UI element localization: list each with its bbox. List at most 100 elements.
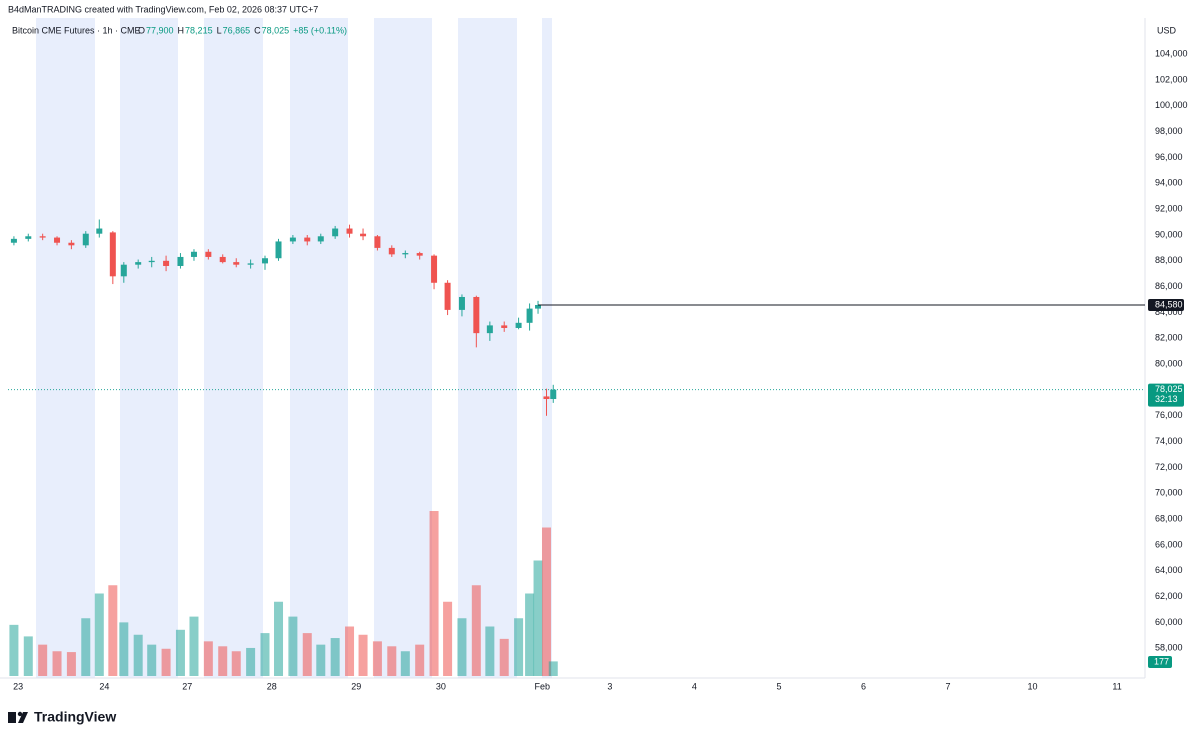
session-band bbox=[36, 18, 95, 678]
volume-bar bbox=[189, 616, 199, 676]
candle-body bbox=[233, 262, 240, 265]
volume-bar bbox=[429, 511, 439, 676]
y-tick-label: 58,000 bbox=[1155, 643, 1183, 653]
x-tick-label: 7 bbox=[946, 681, 951, 691]
candle-body bbox=[177, 256, 184, 266]
volume-label-box bbox=[1148, 656, 1172, 668]
y-tick-label: 94,000 bbox=[1155, 178, 1183, 188]
candle-body bbox=[148, 260, 155, 263]
candle-body bbox=[247, 263, 254, 265]
price-label-box bbox=[1148, 383, 1184, 407]
x-tick-label: 28 bbox=[267, 681, 277, 691]
y-tick-label: 86,000 bbox=[1155, 281, 1183, 291]
volume-bar bbox=[372, 641, 382, 676]
x-tick-label: 29 bbox=[351, 681, 361, 691]
ohlc-key: O bbox=[138, 25, 145, 35]
x-tick-label: 11 bbox=[1112, 681, 1121, 691]
countdown: 32:13 bbox=[1155, 394, 1178, 404]
volume-bar bbox=[81, 618, 91, 676]
y-tick-label: 92,000 bbox=[1155, 204, 1183, 214]
candle-body bbox=[304, 237, 311, 242]
y-tick-label: 62,000 bbox=[1155, 591, 1183, 601]
volume-bar bbox=[415, 644, 425, 676]
brand: TradingView bbox=[34, 709, 116, 725]
ohlc-legend: O 77,900 H 78,215 L 76,865 C 78,025 +85 (+0.11%) bbox=[138, 25, 347, 35]
y-tick-label: 100,000 bbox=[1155, 100, 1188, 110]
session-band bbox=[120, 18, 178, 678]
candle-body bbox=[10, 238, 17, 243]
session-band bbox=[458, 18, 517, 678]
ohlc-value: 78,025 bbox=[262, 25, 290, 35]
x-tick-label: 10 bbox=[1028, 681, 1038, 691]
ohlc-key: C bbox=[254, 25, 261, 35]
logo: TradingView bbox=[8, 709, 116, 725]
candle-body bbox=[163, 260, 170, 266]
price-label: 78,025 bbox=[1155, 384, 1183, 394]
credit: B4dManTRADING created with TradingView.c… bbox=[8, 4, 318, 14]
candle-body bbox=[205, 251, 212, 257]
volume-bar bbox=[274, 601, 284, 676]
volume-bar bbox=[23, 636, 33, 676]
volume-bar bbox=[147, 644, 157, 676]
candle-body bbox=[275, 241, 282, 259]
volume-bar bbox=[302, 633, 312, 676]
volume-bar bbox=[9, 624, 19, 676]
x-tick-label: 4 bbox=[692, 681, 697, 691]
currency: USD bbox=[1157, 25, 1177, 35]
x-tick-label: 23 bbox=[13, 681, 23, 691]
ohlc-value: 78,215 bbox=[185, 25, 213, 35]
volume-bar bbox=[485, 626, 495, 676]
y-tick-label: 82,000 bbox=[1155, 333, 1183, 343]
candle-body bbox=[54, 237, 61, 243]
candle-body bbox=[219, 256, 226, 263]
volume-bar bbox=[541, 527, 551, 676]
ohlc-key: L bbox=[217, 25, 222, 35]
volume-bar bbox=[66, 652, 76, 676]
y-tick-label: 102,000 bbox=[1155, 74, 1188, 84]
volume-bar bbox=[231, 651, 241, 676]
y-tick-label: 70,000 bbox=[1155, 488, 1183, 498]
volume-bar bbox=[330, 638, 340, 676]
session-band bbox=[374, 18, 432, 678]
volume-bar bbox=[387, 646, 397, 676]
candle-body bbox=[120, 264, 127, 277]
logo-mark bbox=[17, 711, 23, 717]
candle-body bbox=[431, 255, 438, 283]
candle-body bbox=[416, 253, 423, 256]
session-band bbox=[542, 18, 552, 678]
session-band bbox=[290, 18, 348, 678]
y-tick-label: 72,000 bbox=[1155, 462, 1183, 472]
candle-body bbox=[39, 236, 46, 238]
candle-body bbox=[473, 296, 480, 334]
candle-body bbox=[374, 236, 381, 248]
volume-bar bbox=[514, 618, 524, 676]
volume-bar bbox=[161, 648, 171, 676]
change: +85 (+0.11%) bbox=[293, 25, 347, 35]
candle-body bbox=[317, 236, 324, 242]
candle-body bbox=[388, 247, 395, 255]
y-tick-label: 90,000 bbox=[1155, 229, 1183, 239]
volume-bar bbox=[246, 647, 256, 676]
candle-body bbox=[261, 258, 268, 264]
volume-bar bbox=[119, 622, 129, 676]
ohlc-key: H bbox=[178, 25, 185, 35]
y-tick-label: 104,000 bbox=[1155, 49, 1188, 59]
candle-body bbox=[346, 228, 353, 234]
candle-body bbox=[458, 296, 465, 310]
candle-body bbox=[109, 232, 116, 277]
y-tick-label: 64,000 bbox=[1155, 565, 1183, 575]
x-tick-label: 24 bbox=[99, 681, 109, 691]
candle-body bbox=[535, 304, 542, 309]
session-bands bbox=[36, 18, 552, 678]
y-tick-label: 68,000 bbox=[1155, 514, 1183, 524]
volume-bar bbox=[260, 633, 270, 676]
volume-bar bbox=[443, 601, 453, 676]
candle-body bbox=[25, 236, 32, 239]
volume-bar bbox=[471, 585, 481, 676]
candle-body bbox=[190, 251, 197, 257]
volume-bar bbox=[533, 560, 543, 676]
volume-bar bbox=[203, 641, 213, 676]
volume-bar bbox=[108, 585, 118, 676]
ohlc-value: 77,900 bbox=[146, 25, 174, 35]
